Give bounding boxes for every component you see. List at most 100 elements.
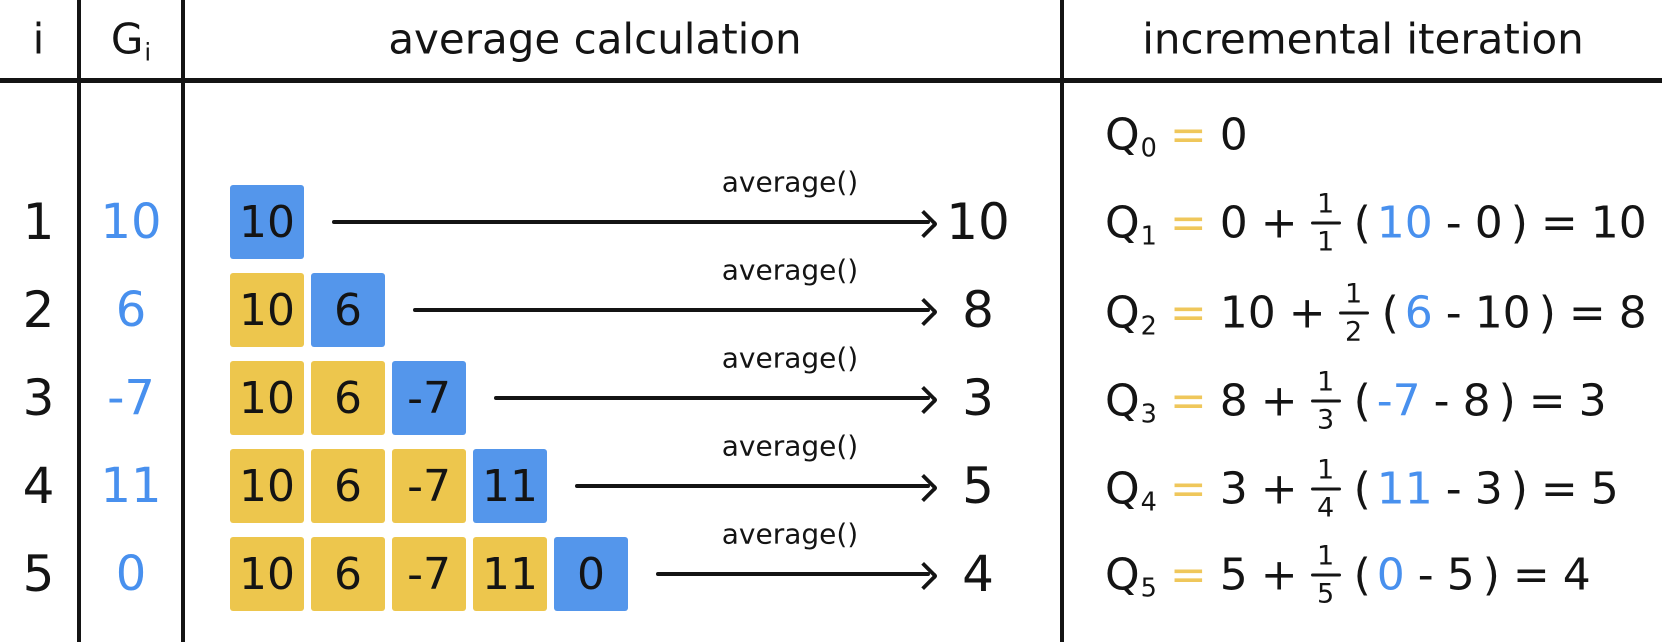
updated-estimate: 4 (1562, 549, 1591, 601)
q-subscript: 4 (1140, 487, 1157, 518)
previous-estimate: 3 (1474, 463, 1503, 515)
new-sample-value: 0 (1376, 549, 1405, 601)
equals-sign: = (1169, 463, 1207, 515)
average-result: 3 (962, 369, 994, 427)
g-value: 10 (100, 194, 162, 250)
q-term: Q3 (1105, 376, 1157, 430)
updated-estimate: 10 (1590, 197, 1647, 249)
equals-sign: = (1512, 549, 1550, 601)
plus-sign: + (1260, 375, 1298, 427)
close-paren: ) (1538, 287, 1556, 339)
column-divider (77, 0, 81, 642)
arrow-shaft (332, 220, 930, 224)
average-function-label: average() (721, 429, 859, 463)
updated-estimate: 5 (1590, 463, 1619, 515)
header-average-calculation: average calculation (388, 14, 802, 64)
column-divider (181, 0, 185, 642)
g-value: 11 (100, 458, 162, 514)
value-box: 10 (230, 361, 304, 435)
minus-sign: - (1445, 287, 1462, 339)
q-term: Q4 (1105, 464, 1157, 518)
row-index: 3 (22, 369, 55, 427)
value-box: 10 (230, 185, 304, 259)
q-symbol: Q (1105, 109, 1140, 161)
new-sample-value: 10 (1376, 197, 1433, 249)
equals-sign: = (1528, 375, 1566, 427)
header-index: i (32, 14, 45, 64)
q-symbol: Q (1105, 549, 1140, 601)
value-box: 6 (311, 537, 385, 611)
plus-sign: + (1260, 549, 1298, 601)
minus-sign: - (1445, 463, 1462, 515)
open-paren: ( (1353, 549, 1371, 601)
average-result: 5 (962, 457, 994, 515)
fraction-denominator: 3 (1317, 404, 1335, 436)
q-subscript: 1 (1140, 221, 1157, 252)
equals-sign: = (1540, 463, 1578, 515)
q-base-value: 0 (1219, 109, 1248, 161)
q-subscript: 0 (1140, 133, 1157, 164)
arrow-shaft (575, 484, 930, 488)
average-result: 4 (962, 545, 994, 603)
fraction-numerator: 1 (1317, 366, 1335, 398)
row-index: 5 (22, 545, 55, 603)
header-divider (0, 78, 1662, 83)
value-box: 10 (230, 449, 304, 523)
g-value: 6 (115, 282, 147, 338)
q-base-formula: Q0 = 0 (1105, 109, 1248, 164)
value-box: 11 (473, 449, 547, 523)
q-term: Q5 (1105, 549, 1157, 604)
open-paren: ( (1353, 375, 1371, 427)
average-arrow (332, 209, 939, 238)
q-subscript: 3 (1140, 399, 1157, 430)
row-index: 4 (22, 457, 55, 515)
minus-sign: - (1433, 375, 1450, 427)
close-paren: ) (1498, 375, 1516, 427)
g-value: -7 (107, 370, 155, 426)
plus-sign: + (1260, 197, 1298, 249)
fraction-denominator: 4 (1317, 492, 1335, 524)
previous-estimate: 10 (1474, 287, 1531, 339)
q-term: Q2 (1105, 287, 1157, 342)
value-box: -7 (392, 449, 466, 523)
fraction-numerator: 1 (1317, 188, 1335, 220)
g-value: 0 (115, 546, 147, 602)
q-term: Q0 (1105, 109, 1157, 164)
previous-estimate: 5 (1219, 549, 1248, 601)
updated-estimate: 3 (1578, 375, 1607, 427)
average-result: 10 (946, 193, 1010, 251)
value-box: 6 (311, 273, 385, 347)
incremental-formula: Q5 = 5 +1 5(0-5) = 4 (1105, 543, 1591, 608)
incremental-formula: Q1 = 0 +1 1(10-0) = 10 (1105, 191, 1647, 256)
header-g-base: G (110, 14, 144, 64)
fraction-bar (1310, 221, 1341, 225)
equals-sign: = (1169, 549, 1207, 601)
value-box: -7 (392, 537, 466, 611)
row-index: 1 (22, 193, 55, 251)
equals-sign: = (1169, 109, 1207, 161)
new-sample-value: 6 (1404, 287, 1433, 339)
open-paren: ( (1353, 463, 1371, 515)
fraction-bar (1310, 573, 1341, 577)
fraction-bar (1310, 487, 1341, 491)
average-function-label: average() (721, 517, 859, 551)
value-box: 0 (554, 537, 628, 611)
average-arrow (656, 561, 939, 590)
q-subscript: 2 (1140, 311, 1157, 342)
value-box: 10 (230, 273, 304, 347)
close-paren: ) (1482, 549, 1500, 601)
equals-sign: = (1568, 287, 1606, 339)
previous-estimate: 0 (1474, 197, 1503, 249)
new-sample-value: 11 (1376, 463, 1433, 515)
fraction-denominator: 2 (1345, 316, 1363, 348)
plus-sign: + (1260, 463, 1298, 515)
previous-estimate: 0 (1219, 197, 1248, 249)
q-symbol: Q (1105, 287, 1140, 339)
equals-sign: = (1169, 197, 1207, 249)
header-incremental-iteration: incremental iteration (1142, 14, 1584, 64)
fraction-bar (1310, 399, 1341, 403)
